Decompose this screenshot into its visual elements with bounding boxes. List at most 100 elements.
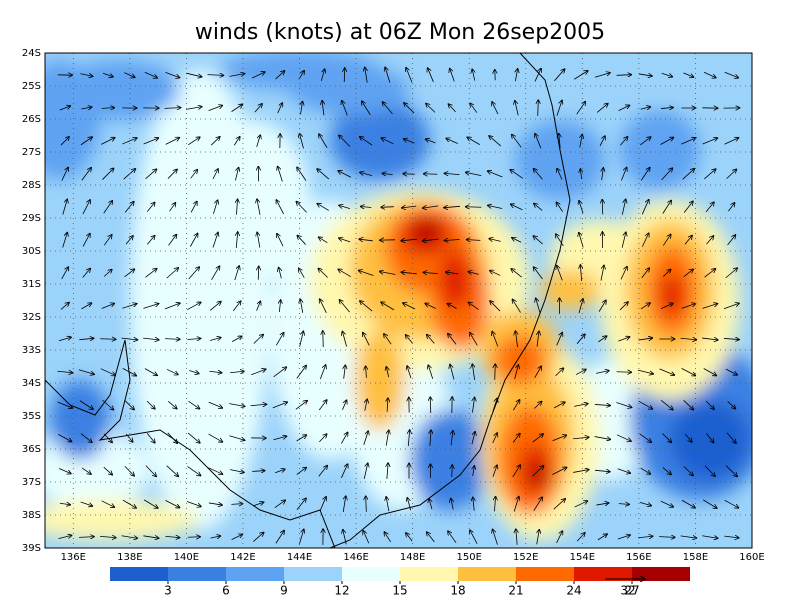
lat-label: 33S xyxy=(22,345,41,356)
lat-label: 34S xyxy=(22,378,41,389)
wind-arrow xyxy=(574,404,588,407)
wind-arrow xyxy=(538,100,539,116)
wind-arrow xyxy=(702,138,718,145)
wind-arrow xyxy=(471,432,475,445)
wind-arrow xyxy=(273,436,287,441)
wind-arrow xyxy=(553,402,565,409)
wind-arrow xyxy=(165,536,180,537)
wind-arrow xyxy=(554,69,564,82)
wind-arrow xyxy=(57,371,73,373)
wind-arrow xyxy=(103,235,111,246)
wind-arrow xyxy=(231,336,242,342)
wind-arrow xyxy=(319,434,326,443)
wind-arrow xyxy=(661,72,673,76)
wind-arrow xyxy=(533,236,543,245)
wind-arrow xyxy=(618,337,629,342)
wind-arrow xyxy=(640,137,650,146)
wind-arrow xyxy=(387,398,388,412)
wind-arrow xyxy=(596,371,609,374)
wind-arrow xyxy=(404,103,415,114)
wind-arrow xyxy=(466,207,482,208)
wind-arrow xyxy=(381,138,394,145)
wind-arrow xyxy=(468,272,479,275)
wind-arrow xyxy=(725,465,737,477)
wind-arrow xyxy=(252,72,265,79)
wind-arrow xyxy=(278,166,283,182)
wind-arrow xyxy=(320,69,324,81)
wind-arrow xyxy=(298,529,303,545)
wind-arrow xyxy=(534,267,543,280)
wind-arrow xyxy=(276,200,284,215)
wind-arrow xyxy=(723,338,739,339)
wind-arrow xyxy=(681,138,695,145)
field-blob xyxy=(495,335,545,385)
colorbar-label: 6 xyxy=(222,584,230,598)
wind-arrow xyxy=(556,333,563,346)
wind-arrow xyxy=(468,302,479,310)
wind-arrow xyxy=(408,430,409,447)
wind-arrow xyxy=(472,69,475,81)
wind-arrow xyxy=(576,102,586,115)
wind-arrow xyxy=(102,72,113,77)
wind-arrow xyxy=(661,168,673,181)
wind-arrow xyxy=(380,272,396,275)
wind-arrow xyxy=(579,201,584,214)
wind-arrow xyxy=(147,236,154,245)
wind-arrow xyxy=(81,303,91,310)
wind-arrow xyxy=(573,437,589,438)
wind-arrow xyxy=(168,235,177,246)
wind-arrow xyxy=(702,536,717,539)
wind-arrow xyxy=(427,335,435,344)
wind-arrow xyxy=(512,434,520,443)
wind-arrow xyxy=(599,136,605,147)
wind-arrow xyxy=(490,271,501,276)
wind-arrow xyxy=(58,535,71,540)
wind-arrow xyxy=(512,299,521,313)
wind-arrow xyxy=(297,235,306,245)
wind-arrow xyxy=(61,167,68,181)
wind-arrow xyxy=(359,270,374,276)
wind-arrow xyxy=(580,265,581,281)
wind-arrow xyxy=(683,201,693,213)
field-blob xyxy=(416,220,440,240)
wind-arrow xyxy=(382,173,393,174)
wind-arrow xyxy=(448,104,456,113)
wind-arrow xyxy=(124,202,134,213)
wind-arrow xyxy=(318,466,327,477)
wind-arrow xyxy=(600,265,604,281)
colorbar-swatch xyxy=(574,567,632,581)
wind-arrow xyxy=(338,171,352,178)
wind-arrow xyxy=(208,105,223,111)
lat-label: 38S xyxy=(22,510,41,521)
wind-arrow xyxy=(537,331,539,347)
wind-arrow xyxy=(296,467,307,475)
wind-arrow xyxy=(300,134,304,149)
wind-arrow xyxy=(556,100,562,116)
wind-arrow xyxy=(621,199,625,215)
wind-arrow xyxy=(702,338,718,340)
wind-arrow xyxy=(386,430,389,446)
wind-arrow xyxy=(602,200,603,215)
wind-arrow xyxy=(662,433,672,443)
lon-label: 140E xyxy=(174,552,199,563)
wind-arrow xyxy=(450,69,455,82)
wind-arrow xyxy=(81,168,91,181)
colorbar-label: 15 xyxy=(392,584,407,598)
wind-arrow xyxy=(724,499,739,508)
wind-arrow xyxy=(339,135,351,147)
wind-arrow xyxy=(385,67,391,83)
wind-arrow xyxy=(188,400,200,408)
wind-arrow xyxy=(637,369,653,374)
wind-arrow xyxy=(616,402,631,408)
wind-arrow xyxy=(403,174,415,175)
wind-arrow xyxy=(60,137,69,146)
wind-arrow xyxy=(209,371,221,373)
wind-arrow xyxy=(165,138,180,145)
wind-arrow xyxy=(274,500,286,509)
wind-arrow xyxy=(515,101,519,116)
wind-arrow xyxy=(146,432,155,443)
wind-arrow xyxy=(638,536,652,538)
wind-arrow xyxy=(513,496,519,512)
wind-arrow xyxy=(490,301,501,312)
